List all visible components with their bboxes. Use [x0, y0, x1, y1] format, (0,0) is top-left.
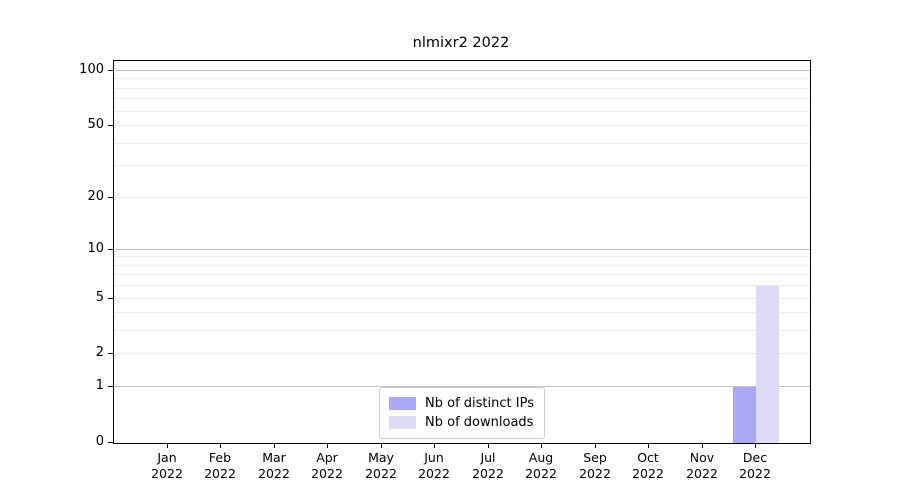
legend-swatch	[389, 397, 417, 410]
gridline-minor	[114, 98, 810, 100]
y-tick-mark	[108, 298, 113, 299]
x-tick-label: Mar 2022	[258, 450, 290, 482]
y-tick-mark	[108, 70, 113, 71]
x-tick-label: May 2022	[365, 450, 397, 482]
x-tick-mark	[220, 444, 221, 448]
gridline-minor	[114, 196, 810, 198]
x-tick-mark	[381, 444, 382, 448]
gridline-minor	[114, 353, 810, 355]
x-tick-mark	[648, 444, 649, 448]
y-tick-label: 50	[87, 117, 104, 132]
x-tick-mark	[702, 444, 703, 448]
x-tick-mark	[541, 444, 542, 448]
y-tick-mark	[108, 125, 113, 126]
x-tick-label: Jul 2022	[472, 450, 504, 482]
bar	[756, 286, 779, 443]
x-tick-label: Jun 2022	[418, 450, 450, 482]
gridline-minor	[114, 297, 810, 299]
gridline-minor	[114, 256, 810, 258]
gridline-minor	[114, 285, 810, 287]
gridline-major	[114, 70, 810, 71]
gridline-minor	[114, 264, 810, 266]
gridline-minor	[114, 87, 810, 89]
x-tick-mark	[167, 444, 168, 448]
y-tick-label: 20	[87, 189, 104, 204]
x-tick-mark	[327, 444, 328, 448]
y-tick-mark	[108, 249, 113, 250]
gridline-minor	[114, 165, 810, 167]
x-tick-mark	[755, 444, 756, 448]
chart-title: nlmixr2 2022	[412, 35, 510, 51]
y-tick-label: 0	[95, 434, 104, 449]
gridline-minor	[114, 125, 810, 127]
gridline-major	[114, 248, 810, 250]
x-tick-label: Jan 2022	[151, 450, 183, 482]
legend-row: Nb of downloads	[389, 413, 534, 432]
x-tick-label: Apr 2022	[311, 450, 343, 482]
gridline-minor	[114, 330, 810, 332]
gridline-minor	[114, 312, 810, 314]
y-tick-mark	[108, 442, 113, 443]
y-tick-label: 2	[95, 345, 104, 360]
x-tick-label: Aug 2022	[525, 450, 557, 482]
gridline-minor	[114, 78, 810, 80]
legend: Nb of distinct IPs Nb of downloads	[379, 387, 545, 439]
gridline-minor	[114, 142, 810, 144]
y-tick-mark	[108, 353, 113, 354]
legend-label: Nb of downloads	[425, 415, 534, 430]
y-tick-mark	[108, 386, 113, 387]
legend-row: Nb of distinct IPs	[389, 394, 534, 413]
x-tick-label: Oct 2022	[632, 450, 664, 482]
y-tick-label: 100	[79, 62, 104, 77]
x-tick-label: Sep 2022	[579, 450, 611, 482]
y-tick-mark	[108, 197, 113, 198]
y-tick-label: 1	[95, 378, 104, 393]
x-tick-label: Nov 2022	[686, 450, 718, 482]
gridline-minor	[114, 110, 810, 112]
y-tick-label: 10	[87, 241, 104, 256]
y-tick-label: 5	[95, 290, 104, 305]
legend-label: Nb of distinct IPs	[425, 396, 534, 411]
bar	[733, 387, 756, 443]
gridline-minor	[114, 274, 810, 276]
legend-swatch	[389, 416, 417, 429]
x-tick-mark	[274, 444, 275, 448]
x-tick-label: Dec 2022	[739, 450, 771, 482]
x-tick-mark	[434, 444, 435, 448]
gridline-major	[114, 386, 810, 388]
x-tick-label: Feb 2022	[204, 450, 236, 482]
x-tick-mark	[488, 444, 489, 448]
x-tick-mark	[595, 444, 596, 448]
plot-area: Nb of distinct IPs Nb of downloads	[113, 60, 811, 444]
